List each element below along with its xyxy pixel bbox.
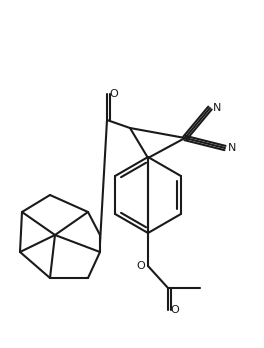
Text: O: O: [137, 261, 145, 271]
Text: O: O: [171, 305, 179, 315]
Text: N: N: [228, 143, 236, 153]
Text: N: N: [213, 103, 221, 113]
Text: O: O: [110, 89, 118, 99]
